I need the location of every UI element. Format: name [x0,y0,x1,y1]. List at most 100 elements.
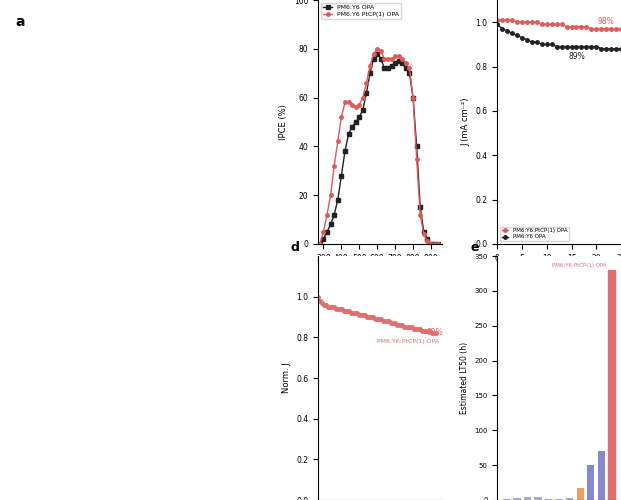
PM6:Y6 PtCP(1) OPA [370,50,378,56]
PM6:Y6:PtCP(1) OPA [587,26,595,32]
PM6:Y6 OPA [413,144,420,150]
Bar [535,496,542,500]
PM6:Y6 OPA [324,228,331,234]
PM6:Y6 OPA [345,131,352,137]
PM6:Y6:PtCP(1) OPA [582,24,590,30]
PM6:Y6:PtCP(1) OPA [519,19,526,25]
PM6:Y6 PtCP(1) OPA [402,60,410,66]
PM6:Y6 OPA [435,241,442,247]
PM6:Y6 PtCP(1) OPA [324,212,331,218]
PM6:Y6 PtCP(1) OPA [338,114,345,120]
PM6:Y6 OPA [553,44,560,50]
PM6:Y6 OPA [352,119,360,125]
Text: a: a [15,15,25,29]
PM6:Y6 PtCP(1) OPA [409,94,417,100]
PM6:Y6 PtCP(1) OPA [420,231,427,237]
PM6:Y6 OPA [334,197,342,203]
Line: PM6:Y6:PtCP(1) OPA: PM6:Y6:PtCP(1) OPA [496,18,621,30]
PM6:Y6 OPA [402,66,410,71]
PM6:Y6 PtCP(1) OPA [417,212,424,218]
PM6:Y6:PtCP(1) OPA [573,24,580,30]
PM6:Y6 OPA [558,44,565,50]
Line: PM6:Y6:PtCP(1) OPA: PM6:Y6:PtCP(1) OPA [316,295,438,335]
PM6:Y6 PtCP(1) OPA [334,138,342,144]
PM6:Y6:PtCP(1) OPA [602,26,610,32]
PM6:Y6 OPA [420,228,427,234]
PM6:Y6 OPA [384,66,392,71]
PM6:Y6 OPA [504,28,511,34]
PM6:Y6 OPA [363,90,370,96]
PM6:Y6 OPA [543,42,551,48]
PM6:Y6 OPA [409,94,417,100]
PM6:Y6:PtCP(1) OPA [494,17,501,23]
Text: PM6:Y6:PtCP(1) OPA: PM6:Y6:PtCP(1) OPA [377,340,439,344]
PM6:Y6 OPA [568,44,575,50]
PM6:Y6 OPA [533,39,541,45]
PM6:Y6 OPA [514,32,521,38]
Text: e: e [470,241,479,254]
PM6:Y6 PtCP(1) OPA [427,241,435,247]
PM6:Y6 PtCP(1) OPA [327,192,334,198]
PM6:Y6 OPA [377,56,384,62]
PM6:Y6 PtCP(1) OPA [406,66,413,71]
PM6:Y6 OPA [602,46,610,52]
PM6:Y6 OPA [391,60,399,66]
PM6:Y6 OPA [617,46,621,52]
PM6:Y6 OPA [370,56,378,62]
PM6:Y6:PtCP(1) OPA [509,17,516,23]
PM6:Y6 PtCP(1) OPA [391,53,399,59]
PM6:Y6 OPA [578,44,585,50]
PM6:Y6 PtCP(1) OPA [435,241,442,247]
PM6:Y6 PtCP(1) OPA [381,56,388,62]
Bar [576,488,584,500]
PM6:Y6 PtCP(1) OPA [359,94,366,100]
PM6:Y6 PtCP(1) OPA [348,102,356,108]
Bar [608,270,615,500]
PM6:Y6:PtCP(1) OPA [612,26,620,32]
Y-axis label: Estimated LT50 (h): Estimated LT50 (h) [460,342,469,414]
PM6:Y6:PtCP(1) OPA [432,330,440,336]
PM6:Y6:PtCP(1) OPA [592,26,600,32]
Line: PM6:Y6 OPA: PM6:Y6 OPA [318,52,440,246]
PM6:Y6 OPA [573,44,580,50]
PM6:Y6:PtCP(1) OPA [428,330,435,336]
Text: 98%: 98% [598,18,615,26]
PM6:Y6 OPA [548,42,556,48]
PM6:Y6 OPA [538,42,546,48]
Line: PM6:Y6 PtCP(1) OPA: PM6:Y6 PtCP(1) OPA [318,47,440,246]
PM6:Y6 OPA [427,241,435,247]
Text: d: d [291,241,300,254]
PM6:Y6:PtCP(1) OPA [385,318,392,324]
Y-axis label: Norm. J: Norm. J [282,362,291,394]
PM6:Y6:PtCP(1) OPA [417,326,424,332]
PM6:Y6 PtCP(1) OPA [316,241,324,247]
PM6:Y6:PtCP(1) OPA [499,17,506,23]
Bar [545,498,552,500]
X-axis label: Wavelenght (nm): Wavelenght (nm) [343,268,416,277]
PM6:Y6 OPA [424,236,431,242]
PM6:Y6:PtCP(1) OPA [538,22,546,28]
PM6:Y6 OPA [592,44,600,50]
PM6:Y6 PtCP(1) OPA [341,100,348,105]
PM6:Y6:PtCP(1) OPA [528,19,536,25]
PM6:Y6:PtCP(1) OPA [533,19,541,25]
Legend: PM6:Y6 OPA, PM6:Y6 PtCP(1) OPA: PM6:Y6 OPA, PM6:Y6 PtCP(1) OPA [321,3,401,19]
PM6:Y6 PtCP(1) OPA [395,53,402,59]
PM6:Y6:PtCP(1) OPA [617,26,621,32]
PM6:Y6:PtCP(1) OPA [338,306,345,312]
PM6:Y6 OPA [494,22,501,28]
Y-axis label: IPCE (%): IPCE (%) [279,104,288,140]
PM6:Y6 OPA [582,44,590,50]
PM6:Y6 OPA [406,70,413,76]
PM6:Y6 PtCP(1) OPA [320,228,327,234]
PM6:Y6 OPA [612,46,620,52]
PM6:Y6 PtCP(1) OPA [384,56,392,62]
PM6:Y6:PtCP(1) OPA [558,22,565,28]
Y-axis label: J (mA cm⁻²): J (mA cm⁻²) [461,98,470,146]
PM6:Y6 PtCP(1) OPA [399,56,406,62]
Bar [566,498,573,500]
PM6:Y6:PtCP(1) OPA [356,312,363,318]
PM6:Y6 PtCP(1) OPA [366,63,374,69]
PM6:Y6:PtCP(1) OPA [314,294,322,300]
PM6:Y6 OPA [519,34,526,40]
